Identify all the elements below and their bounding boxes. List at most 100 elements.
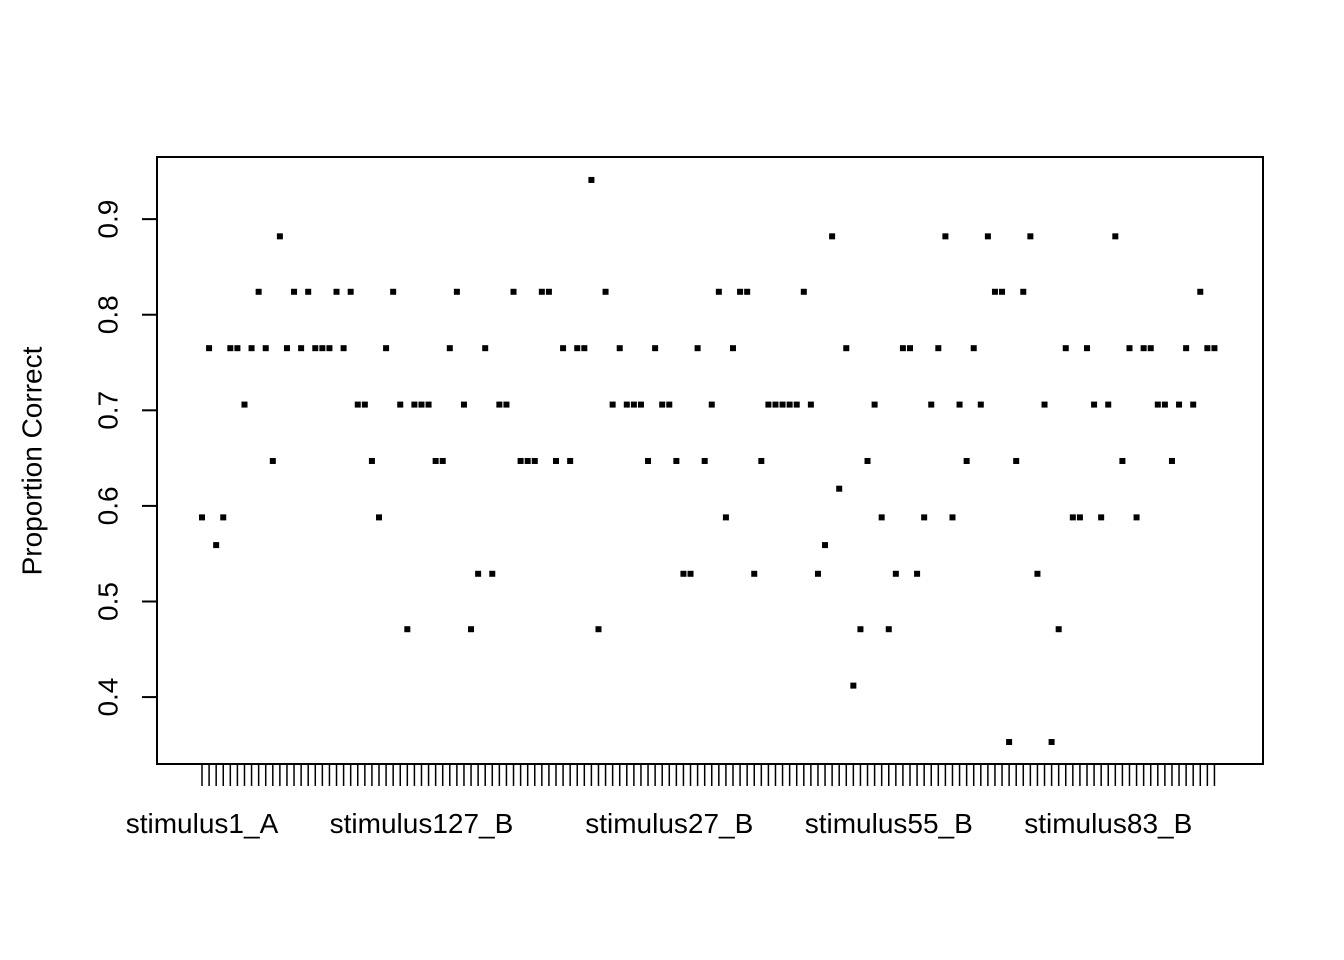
data-point <box>411 401 418 408</box>
data-point <box>1076 514 1083 521</box>
data-point <box>553 457 559 464</box>
data-point <box>298 345 305 352</box>
data-point <box>376 514 382 521</box>
data-point <box>425 401 432 408</box>
data-point <box>850 682 857 689</box>
data-point <box>446 345 453 352</box>
data-point <box>361 401 368 408</box>
data-point <box>326 345 333 352</box>
data-point <box>404 626 411 633</box>
data-point <box>772 401 779 408</box>
data-point <box>276 233 283 240</box>
data-point <box>878 514 885 521</box>
data-point <box>630 401 637 408</box>
data-point <box>468 626 475 633</box>
data-point <box>354 401 361 408</box>
data-point <box>623 401 630 408</box>
data-point <box>779 401 786 408</box>
data-point <box>652 345 659 352</box>
data-point <box>999 288 1006 295</box>
data-point <box>843 345 850 352</box>
data-point <box>694 345 701 352</box>
data-point <box>800 288 807 295</box>
data-point <box>1055 626 1062 633</box>
data-point <box>864 457 871 464</box>
data-point <box>949 514 956 521</box>
x-tick-label: stimulus55_B <box>805 808 973 839</box>
data-point <box>234 345 241 352</box>
data-point <box>680 570 687 577</box>
x-tick-label: stimulus1_A <box>126 808 279 839</box>
data-point <box>786 401 793 408</box>
data-point <box>439 457 446 464</box>
data-point <box>765 401 772 408</box>
data-point <box>581 345 588 352</box>
data-point <box>503 401 510 408</box>
data-point <box>489 570 496 577</box>
x-tick-label: stimulus127_B <box>330 808 514 839</box>
data-point <box>701 457 708 464</box>
x-axis: stimulus1_A stimulus127_B stimulus27_B stim… <box>126 763 1216 839</box>
data-point <box>1119 457 1126 464</box>
data-point <box>1133 514 1140 521</box>
data-point <box>822 542 829 549</box>
data-point <box>545 288 552 295</box>
data-point <box>390 288 397 295</box>
data-point <box>1034 570 1041 577</box>
y-tick-label: 0.6 <box>92 486 123 525</box>
data-point <box>333 288 340 295</box>
data-point <box>645 457 652 464</box>
data-point <box>921 514 928 521</box>
data-point <box>751 570 758 577</box>
data-point <box>984 233 991 240</box>
data-point <box>885 626 892 633</box>
y-tick-label: 0.9 <box>92 200 123 239</box>
data-point <box>977 401 984 408</box>
data-point <box>538 288 545 295</box>
data-point <box>248 345 255 352</box>
y-tick-label: 0.8 <box>92 295 123 334</box>
data-point <box>1147 345 1154 352</box>
data-point <box>531 457 538 464</box>
data-point <box>829 233 836 240</box>
y-axis-title: Proportion Correct <box>16 346 47 575</box>
data-point <box>283 345 290 352</box>
data-point <box>637 401 644 408</box>
data-point <box>418 401 425 408</box>
data-point <box>602 288 609 295</box>
data-point <box>687 570 694 577</box>
data-point <box>460 401 467 408</box>
data-point <box>524 457 531 464</box>
data-point <box>220 514 227 521</box>
data-point <box>1048 739 1055 746</box>
data-point <box>482 345 489 352</box>
data-point <box>609 401 616 408</box>
data-point <box>1091 401 1098 408</box>
data-point <box>510 288 517 295</box>
data-point <box>616 345 623 352</box>
data-point <box>262 345 269 352</box>
data-point <box>970 345 977 352</box>
data-point <box>963 457 970 464</box>
data-point <box>588 176 595 183</box>
data-point <box>1013 457 1020 464</box>
data-point <box>368 457 375 464</box>
data-point <box>871 401 878 408</box>
data-point <box>928 401 935 408</box>
data-point <box>1197 288 1204 295</box>
x-tick-label: stimulus83_B <box>1024 808 1192 839</box>
data-point <box>1098 514 1105 521</box>
data-point <box>942 233 949 240</box>
data-point <box>312 345 319 352</box>
data-point <box>340 345 347 352</box>
data-point <box>814 570 821 577</box>
data-point <box>857 626 864 633</box>
data-point <box>347 288 354 295</box>
data-point <box>1112 233 1119 240</box>
data-point <box>737 288 744 295</box>
data-point <box>1211 345 1218 352</box>
data-point <box>1168 457 1175 464</box>
data-point <box>1041 401 1048 408</box>
data-point <box>708 401 715 408</box>
plot-frame <box>156 156 1264 765</box>
